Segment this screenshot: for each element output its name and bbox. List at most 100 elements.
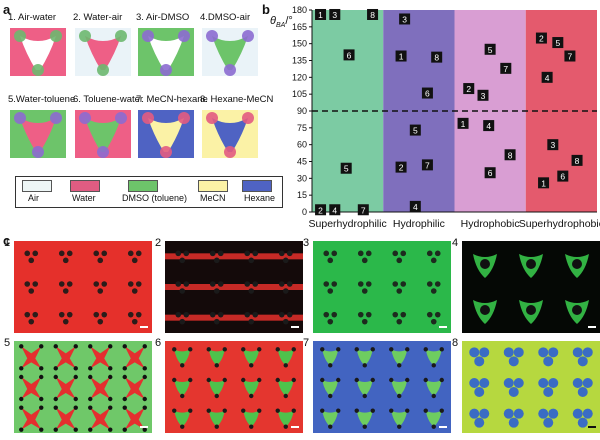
micropattern-unit: [19, 405, 44, 432]
micropattern-unit: [572, 378, 593, 397]
data-point: 1: [538, 177, 550, 189]
micropattern-unit: [357, 250, 372, 264]
micropattern-unit: [572, 408, 593, 428]
micropattern-unit: [93, 311, 108, 325]
micrograph-tile: [462, 241, 600, 333]
data-point-label: 2: [539, 34, 544, 44]
data-point-marker: [329, 8, 341, 20]
micropattern-unit: [199, 281, 234, 294]
data-point-marker: [504, 149, 516, 161]
data-point-marker: [395, 161, 407, 173]
micropattern-unit: [423, 408, 444, 429]
micropattern-unit: [354, 347, 375, 368]
micropattern-unit: [473, 300, 497, 324]
scale-bar: [588, 426, 596, 428]
micropattern-unit: [24, 250, 39, 264]
y-label-symbol: θ: [270, 15, 276, 27]
data-point: 2: [315, 204, 327, 216]
micropattern-unit: [19, 344, 44, 371]
data-point-marker: [564, 50, 576, 62]
y-tick-label: 15: [297, 190, 307, 200]
data-point-marker: [547, 139, 559, 151]
micropattern-unit: [53, 344, 78, 371]
data-point-marker: [557, 170, 569, 182]
micropattern-unit: [24, 311, 39, 325]
data-point: 4: [409, 200, 421, 212]
data-point: 5: [409, 124, 421, 136]
schematic-cell: [138, 28, 194, 76]
y-tick-label: 150: [292, 39, 307, 49]
data-point-marker: [538, 177, 550, 189]
data-point: 4: [483, 120, 495, 132]
micropattern-unit: [354, 408, 375, 429]
tile-number: 8: [452, 337, 459, 349]
micrograph-tile: [313, 241, 451, 333]
legend-swatch: [70, 180, 100, 192]
scale-bar: [439, 326, 447, 328]
micropattern-unit: [389, 377, 410, 399]
data-point-label: 5: [413, 126, 418, 136]
micropattern-unit: [53, 405, 78, 432]
data-point-marker: [483, 120, 495, 132]
micropattern-unit: [268, 250, 303, 264]
micropattern-unit: [323, 281, 338, 294]
data-point-label: 8: [434, 53, 439, 63]
micropattern-unit: [127, 311, 142, 325]
scale-bar: [291, 326, 299, 328]
data-point-marker: [552, 37, 564, 49]
schematic-caption: 5.Water-toluene: [8, 94, 76, 105]
micropattern-unit: [268, 311, 303, 325]
micrograph-tile: [165, 341, 303, 433]
micropattern-unit: [241, 377, 262, 399]
tile-number: 1: [4, 237, 11, 249]
micropattern-unit: [469, 408, 490, 428]
micropattern-unit: [241, 347, 262, 368]
micropattern-unit: [519, 254, 543, 278]
data-point-marker: [484, 43, 496, 55]
micropattern-unit: [172, 408, 193, 429]
micropattern-unit: [122, 374, 147, 402]
micrograph-tile: [14, 241, 152, 333]
schematic-caption: 7. MeCN-hexane: [136, 94, 208, 105]
scale-bar: [439, 426, 447, 428]
schematic-cell: [138, 110, 194, 158]
micropattern-unit: [165, 311, 200, 325]
schematic-caption: 8. Hexane-MeCN: [200, 94, 274, 105]
scale-bar: [588, 326, 596, 328]
data-point: 5: [552, 37, 564, 49]
data-point-marker: [463, 83, 475, 95]
data-point: 6: [484, 167, 496, 179]
micropattern-unit: [357, 281, 372, 294]
data-point: 2: [463, 83, 475, 95]
data-point-marker: [315, 204, 327, 216]
micropattern-unit: [519, 300, 543, 324]
scale-bar: [291, 426, 299, 428]
micropattern-unit: [268, 281, 303, 294]
micropattern-unit: [165, 281, 200, 294]
micropattern-unit: [392, 311, 407, 325]
data-point: 5: [340, 162, 352, 174]
data-point-marker: [409, 124, 421, 136]
legend-swatch: [242, 180, 272, 192]
micropattern-unit: [19, 374, 44, 402]
scale-bar: [140, 426, 148, 428]
data-point: 8: [431, 51, 443, 63]
micropattern-unit: [323, 311, 338, 325]
panel-b-letter: b: [262, 2, 270, 17]
micropattern-unit: [572, 347, 593, 367]
micropattern-unit: [389, 347, 410, 368]
tile-number: 7: [303, 337, 310, 349]
micropattern-unit: [473, 254, 497, 278]
data-point-label: 6: [425, 89, 430, 99]
micropattern-unit: [389, 408, 410, 429]
micropattern-unit: [423, 347, 444, 368]
y-tick-label: 165: [292, 22, 307, 32]
micropattern-unit: [503, 378, 524, 397]
data-point-marker: [409, 200, 421, 212]
data-point-label: 1: [541, 178, 546, 188]
data-point: 3: [399, 13, 411, 25]
y-tick-label: 60: [297, 140, 307, 150]
data-point: 2: [395, 161, 407, 173]
micropattern-unit: [24, 281, 39, 294]
schematic-cell: [202, 28, 258, 76]
